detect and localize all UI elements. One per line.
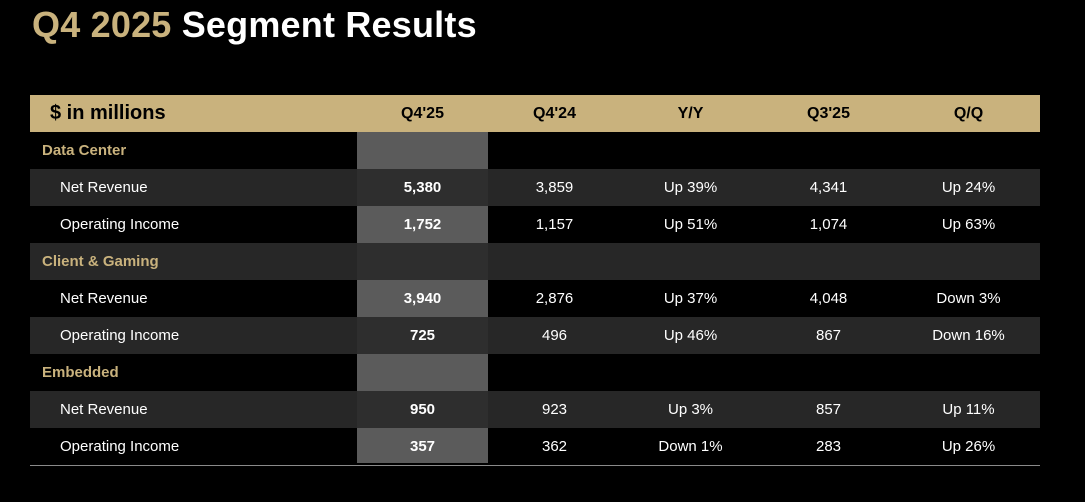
row-label: Net Revenue	[60, 179, 148, 196]
table-row: Net Revenue 950 923 Up 3% 857 Up 11%	[30, 391, 1040, 428]
page-title: Q4 2025 Segment Results	[32, 4, 477, 46]
section-label: Data Center	[42, 142, 127, 159]
cell-q4-24: 3,859	[535, 179, 574, 196]
table-row: Net Revenue 3,940 2,876 Up 37% 4,048 Dow…	[30, 280, 1040, 317]
header-q4-25: Q4'25	[401, 105, 444, 122]
cell-qq: Down 16%	[932, 327, 1005, 344]
section-row-client-gaming: Client & Gaming	[30, 243, 1040, 280]
segment-results-table: $ in millions Q4'25 Q4'24 Y/Y Q3'25 Q/Q …	[30, 95, 1040, 466]
cell-qq: Up 24%	[941, 179, 996, 196]
header-units: $ in millions	[50, 102, 166, 124]
cell-qq: Up 63%	[941, 216, 996, 233]
cell-yy: Up 37%	[663, 290, 718, 307]
cell-qq: Down 3%	[936, 290, 1001, 307]
cell-q3-25: 4,341	[809, 179, 848, 196]
cell-q4-25: 725	[409, 327, 436, 344]
title-text: Segment Results	[181, 4, 477, 45]
cell-q4-25: 950	[409, 401, 436, 418]
cell-q4-24: 496	[541, 327, 568, 344]
cell-q3-25: 4,048	[809, 290, 848, 307]
section-label: Embedded	[42, 364, 119, 381]
table-row: Operating Income 1,752 1,157 Up 51% 1,07…	[30, 206, 1040, 243]
cell-q4-24: 923	[541, 401, 568, 418]
header-yy: Y/Y	[677, 105, 704, 122]
title-quarter: Q4 2025	[32, 4, 172, 45]
cell-qq: Up 26%	[941, 438, 996, 455]
table-header: $ in millions Q4'25 Q4'24 Y/Y Q3'25 Q/Q	[30, 95, 1040, 132]
row-label: Net Revenue	[60, 290, 148, 307]
section-label: Client & Gaming	[42, 253, 159, 270]
row-label: Operating Income	[60, 216, 180, 233]
section-row-embedded: Embedded	[30, 354, 1040, 391]
cell-yy: Up 39%	[663, 179, 718, 196]
cell-yy: Up 3%	[667, 401, 714, 418]
cell-q3-25: 1,074	[809, 216, 848, 233]
cell-q4-25: 1,752	[403, 216, 442, 233]
table-row: Operating Income 357 362 Down 1% 283 Up …	[30, 428, 1040, 465]
table-bottom-rule	[30, 465, 1040, 466]
row-label: Net Revenue	[60, 401, 148, 418]
table-row: Net Revenue 5,380 3,859 Up 39% 4,341 Up …	[30, 169, 1040, 206]
cell-yy: Down 1%	[658, 438, 723, 455]
cell-q4-24: 2,876	[535, 290, 574, 307]
cell-q3-25: 283	[815, 438, 842, 455]
header-q3-25: Q3'25	[807, 105, 850, 122]
cell-q4-24: 362	[541, 438, 568, 455]
cell-q3-25: 857	[815, 401, 842, 418]
cell-q3-25: 867	[815, 327, 842, 344]
table-row: Operating Income 725 496 Up 46% 867 Down…	[30, 317, 1040, 354]
cell-q4-25: 357	[409, 438, 436, 455]
cell-yy: Up 46%	[663, 327, 718, 344]
row-label: Operating Income	[60, 438, 180, 455]
header-q4-24: Q4'24	[533, 105, 576, 122]
row-label: Operating Income	[60, 327, 180, 344]
cell-q4-25: 3,940	[403, 290, 442, 307]
cell-qq: Up 11%	[942, 401, 995, 418]
cell-q4-24: 1,157	[535, 216, 574, 233]
header-qq: Q/Q	[953, 105, 984, 122]
section-row-data-center: Data Center	[30, 132, 1040, 169]
cell-yy: Up 51%	[663, 216, 718, 233]
cell-q4-25: 5,380	[403, 179, 442, 196]
